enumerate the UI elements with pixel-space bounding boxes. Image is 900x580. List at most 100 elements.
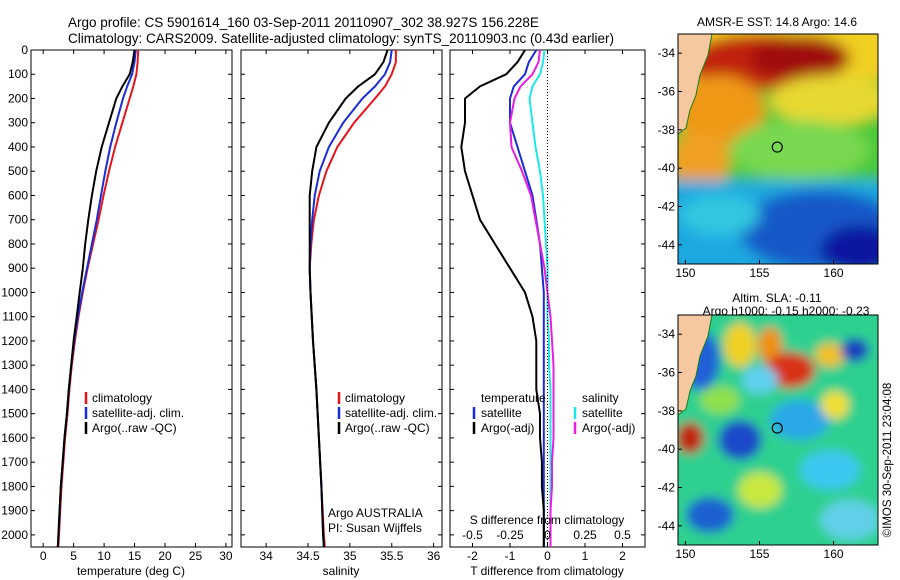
sst-argo-position-marker	[771, 141, 783, 153]
sla-land	[678, 315, 712, 415]
y-tick-label: 200	[8, 91, 28, 105]
x-tick-label: 1	[582, 549, 589, 563]
y-tick-label: 600	[8, 188, 28, 202]
x-tick-label: 34.5	[296, 549, 320, 563]
legend-label-satellite: satellite-adj. clim.	[92, 406, 184, 420]
x-tick-label: 35.5	[380, 549, 404, 563]
difference-x-label: T difference from climatology	[470, 564, 624, 578]
y-tick-label: 500	[8, 164, 28, 178]
series-line-satellite-adj-clim-	[56, 49, 137, 548]
y-tick-label: 700	[8, 213, 28, 227]
series-line-argo-raw-qc-	[56, 49, 136, 548]
series-line-climatology	[57, 49, 140, 548]
y-tick-label: 1800	[1, 479, 28, 493]
x2-tick-label: 0.5	[614, 528, 631, 542]
legend-label-sal-argo: Argo(-adj)	[582, 421, 635, 435]
temperature-x-label: temperature (deg C)	[77, 564, 185, 578]
map-x-tick-label: 155	[749, 547, 769, 561]
map-y-tick-label: -44	[658, 238, 676, 252]
x2-tick-label: -0.5	[462, 528, 483, 542]
sst-coastline	[678, 34, 713, 135]
map-y-tick-label: -34	[658, 46, 676, 60]
sla-map-frame	[677, 314, 879, 546]
y-tick-label: 1500	[1, 407, 28, 421]
map-y-tick-label: -40	[658, 161, 676, 175]
header-line-1: Argo profile: CS 5901614_160 03-Sep-2011…	[68, 15, 539, 30]
difference-legend: temperature salinity satellite Argo(-adj…	[472, 391, 635, 435]
header-line-2: Climatology: CARS2009. Satellite-adjuste…	[68, 31, 614, 46]
map-x-tick-label: 155	[749, 266, 769, 280]
y-tick-label: 1400	[1, 382, 28, 396]
legend-header-temperature: temperature	[481, 391, 546, 405]
map-x-tick-label: 160	[824, 266, 844, 280]
map-y-tick-label: -42	[658, 200, 676, 214]
x-tick-label: 0	[544, 549, 551, 563]
y-tick-label: 1000	[1, 285, 28, 299]
y-tick-label: 400	[8, 140, 28, 154]
sla-map-title-line-1: Altim. SLA: -0.11	[732, 291, 821, 305]
map-y-tick-label: -42	[658, 481, 676, 495]
y-tick-label: 1300	[1, 358, 28, 372]
legend-label-satellite: satellite-adj. clim.	[345, 406, 437, 420]
sst-map-title: AMSR-E SST: 14.8 Argo: 14.6	[697, 15, 857, 29]
legend-header-salinity: salinity	[582, 391, 619, 405]
legend-label-temp-satellite: satellite	[481, 406, 522, 420]
legend-label-sal-satellite: satellite	[582, 406, 623, 420]
legend-label-climatology: climatology	[345, 391, 405, 405]
y-tick-label: 1700	[1, 455, 28, 469]
x-tick-label: 15	[128, 549, 142, 563]
sla-argo-position-marker	[771, 422, 783, 434]
x-tick-label: 34	[259, 549, 273, 563]
salinity-plot: 34 34.5 35 35.5 36	[241, 49, 442, 563]
map-y-tick-label: -40	[658, 442, 676, 456]
temperature-legend: climatology satellite-adj. clim. Argo(..…	[84, 391, 184, 435]
salinity-x-label: salinity	[323, 564, 360, 578]
difference-plot: -2 -1 0 1 2 -0.5 -0.25 0 0.25 0.5	[450, 49, 645, 563]
series-line-climatology	[308, 50, 397, 548]
legend-label-argo: Argo(..raw -QC)	[345, 421, 430, 435]
y-tick-label: 1600	[1, 431, 28, 445]
y-tick-label: 2000	[1, 528, 28, 542]
series-line-satellite-adj-clim-	[308, 49, 393, 548]
x-tick-label: 35	[343, 549, 357, 563]
map-x-tick-label: 150	[675, 547, 695, 561]
temperature-plot: 0 5 10 15 20 25 300100200300400500600700800900…	[1, 43, 233, 563]
sst-map-axes: 150 155 160 -34 -36 -38 -40 -42 -44	[658, 46, 844, 280]
x-tick-label: 5	[70, 549, 77, 563]
x-tick-label: 10	[97, 549, 111, 563]
x-tick-label: -1	[505, 549, 516, 563]
legend-label-climatology: climatology	[92, 391, 152, 405]
x-tick-label: 36	[427, 549, 441, 563]
salinity-legend: climatology satellite-adj. clim. Argo(..…	[337, 391, 437, 435]
sla-coastline	[678, 315, 713, 416]
y-tick-label: 1100	[2, 310, 28, 324]
map-y-tick-label: -36	[658, 85, 676, 99]
x-tick-label: 25	[189, 549, 203, 563]
x2-tick-label: -0.25	[496, 528, 524, 542]
x-tick-label: 2	[619, 549, 626, 563]
series-line-satellite	[509, 49, 545, 547]
map-y-tick-label: -44	[658, 519, 676, 533]
x-tick-label: 0	[40, 549, 47, 563]
sla-map-axes: 150 155 160 -34 -36 -38 -40 -42 -44	[658, 327, 844, 561]
sst-map-image	[678, 34, 878, 264]
series-line-argo-raw-qc-	[308, 49, 389, 548]
y-tick-label: 1900	[1, 504, 28, 518]
side-stamp: ©IMOS 30-Sep-2011 23:04:08	[882, 383, 894, 538]
x2-tick-label: 0	[544, 528, 551, 542]
series-line-argo-adj-	[509, 49, 555, 547]
legend-label-argo: Argo(..raw -QC)	[92, 421, 177, 435]
y-tick-label: 1200	[1, 334, 28, 348]
salinity-annotation-line-1: Argo AUSTRALIA	[328, 506, 423, 520]
series-line-argo-adj-	[460, 49, 545, 547]
difference-x2-label: S difference from climatology	[470, 513, 625, 527]
x-tick-label: 30	[219, 549, 233, 563]
salinity-annotation-line-2: PI: Susan Wijffels	[328, 521, 422, 535]
y-tick-label: 300	[8, 116, 28, 130]
x-tick-label: -2	[467, 549, 478, 563]
sla-map-image	[678, 315, 878, 545]
y-tick-label: 800	[8, 237, 28, 251]
map-x-tick-label: 150	[675, 266, 695, 280]
map-y-tick-label: -36	[658, 366, 676, 380]
